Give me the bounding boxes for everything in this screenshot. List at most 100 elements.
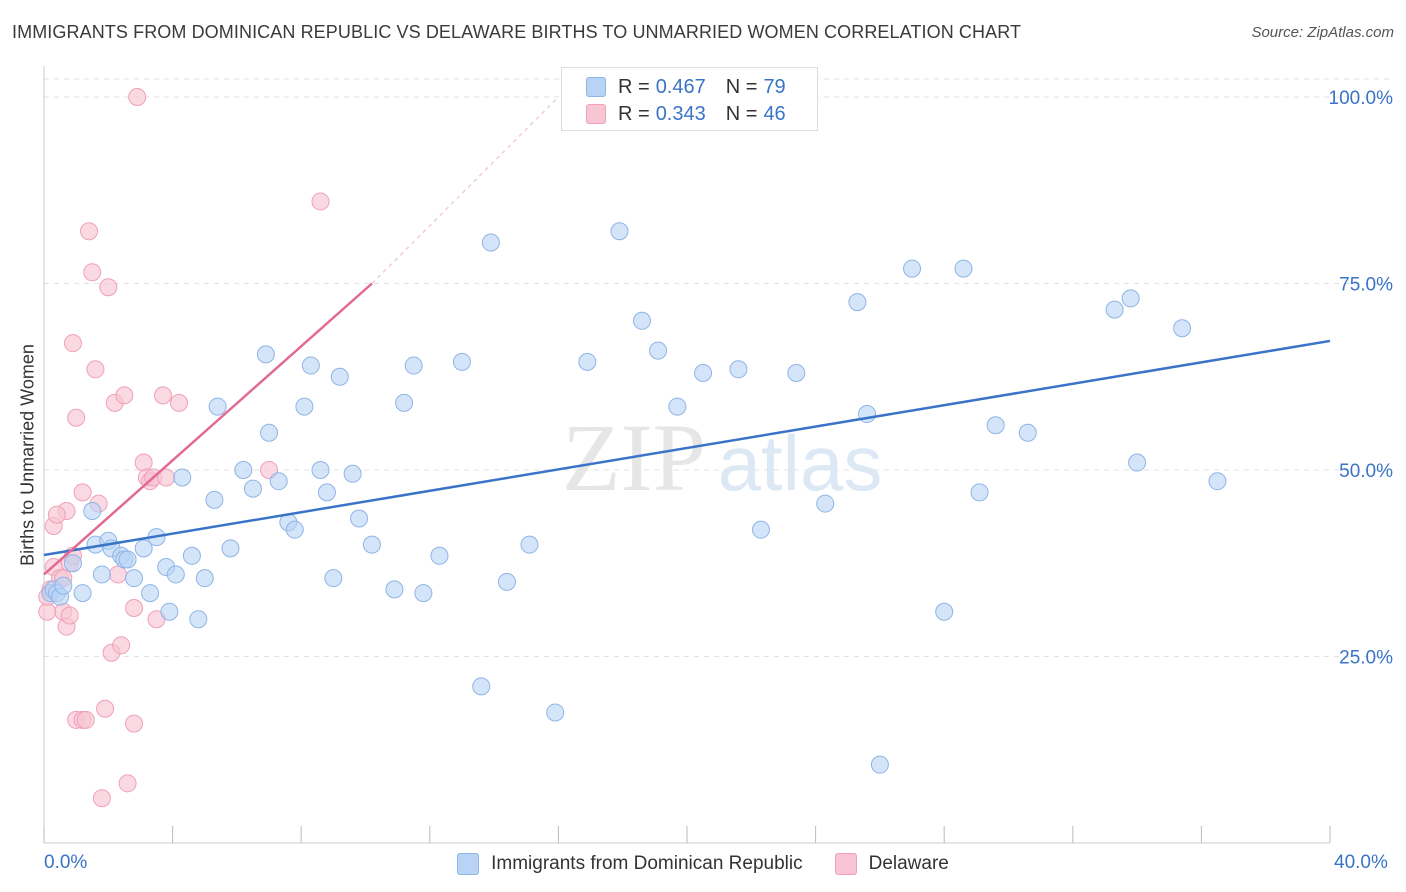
data-point-delaware [99,278,118,297]
data-point-dominican [173,468,192,487]
legend-label-dominican: Immigrants from Dominican Republic [491,853,803,874]
data-point-dominican [385,580,404,599]
y-tick-label: 75.0% [1339,275,1393,296]
data-point-dominican [481,233,500,252]
legend-swatch-pink [834,853,857,875]
legend-n-value: 79 [763,75,786,98]
legend-swatch-blue [457,853,480,875]
data-point-dominican [954,259,973,278]
legend-n-value: 46 [763,102,786,125]
y-tick-label: 25.0% [1339,648,1393,669]
data-point-delaware [170,393,189,412]
data-point-dominican [118,550,137,569]
trendline-delaware [43,282,373,576]
data-point-dominican [195,569,214,588]
data-point-delaware [118,774,137,793]
data-point-delaware [60,606,79,625]
data-point-delaware [67,408,86,427]
legend-r-value: 0.467 [655,75,706,98]
legend-swatch-blue [586,77,606,97]
y-tick-label: 50.0% [1339,461,1393,482]
data-point-delaware [96,699,115,718]
legend-swatch-pink [586,104,606,124]
data-point-delaware [128,88,147,106]
axes [43,66,1331,844]
data-point-dominican [189,610,208,629]
data-point-dominican [125,569,144,588]
data-point-dominican [63,554,82,573]
data-point-dominican [311,461,330,479]
data-point-delaware [47,505,66,524]
data-point-delaware [112,636,131,655]
legend-r-label: R = [618,75,650,98]
data-point-dominican [787,364,806,383]
data-point-dominican [182,546,201,565]
data-point-dominican [285,520,304,539]
y-axis-label: Births to Unmarried Women [17,344,38,566]
data-point-dominican [1128,453,1147,472]
trendline-dominican [43,339,1331,557]
data-point-dominican [520,535,539,554]
watermark: ZIP atlas [562,404,882,511]
legend-r-label: R = [618,102,650,125]
data-point-dominican [414,584,433,603]
data-point-dominican [205,490,224,509]
correlation-legend: R = 0.467 N = 79 R = 0.343 N = 46 [561,67,818,131]
data-point-delaware [125,714,144,733]
data-point-dominican [751,520,770,539]
data-point-delaware [86,360,105,379]
data-point-delaware [80,222,99,241]
data-point-dominican [649,341,668,360]
data-point-dominican [350,509,369,528]
data-point-dominican [1018,423,1037,442]
data-point-dominican [816,494,835,513]
data-point-dominican [430,546,449,565]
legend-label-delaware: Delaware [868,853,949,874]
data-point-dominican [54,576,73,595]
data-point-dominican [166,565,185,584]
data-point-dominican [83,502,102,521]
data-point-dominican [324,569,343,588]
data-point-delaware [83,263,102,282]
legend-item-delaware[interactable]: Delaware [834,853,949,875]
legend-item-dominican[interactable]: Immigrants from Dominican Republic [457,853,803,875]
data-point-dominican [632,311,651,330]
data-point-dominican [610,222,629,241]
data-point-dominican [986,416,1005,435]
data-point-dominican [694,364,713,383]
legend-n-label: N = [725,75,758,98]
x-tick-max: 40.0% [1334,852,1388,873]
data-point-dominican [668,397,687,416]
data-point-delaware [153,386,172,405]
series-legend: Immigrants from Dominican Republic Delaw… [0,851,1406,877]
data-point-dominican [208,397,227,416]
legend-row-delaware: R = 0.343 N = 46 [586,103,786,125]
data-point-dominican [330,367,349,386]
data-point-dominican [848,293,867,312]
data-point-dominican [1173,319,1192,338]
data-point-delaware [63,334,82,353]
data-point-dominican [295,397,314,416]
data-point-dominican [546,703,565,722]
tick-labels: 25.0% 50.0% 75.0% 100.0% [1329,88,1394,669]
data-point-dominican [903,259,922,278]
data-point-delaware [73,483,92,502]
data-point-dominican [497,572,516,591]
data-point-dominican [362,535,381,554]
data-point-delaware [311,192,330,211]
data-point-dominican [343,464,362,483]
chart-title: IMMIGRANTS FROM DOMINICAN REPUBLIC VS DE… [12,22,1022,42]
data-point-dominican [1105,300,1124,319]
data-point-dominican [92,565,111,584]
y-tick-label: 100.0% [1329,88,1394,109]
data-point-dominican [970,483,989,502]
trendlines [43,96,1331,576]
data-point-delaware [76,710,95,729]
data-point-delaware [92,789,111,808]
data-point-delaware [125,599,144,618]
data-point-dominican [395,393,414,412]
data-point-dominican [73,584,92,603]
data-point-dominican [260,423,279,442]
data-point-dominican [134,539,153,558]
